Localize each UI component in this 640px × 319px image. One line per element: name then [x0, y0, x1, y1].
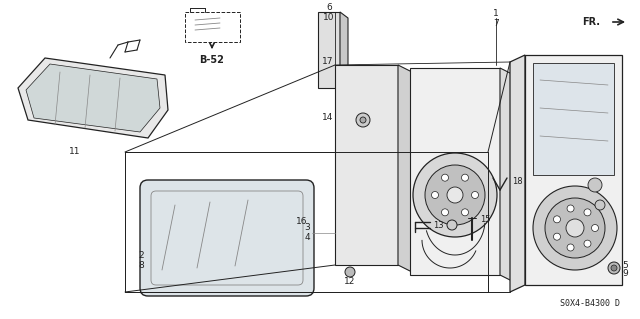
Text: 12: 12: [344, 278, 356, 286]
Text: 4: 4: [305, 234, 310, 242]
Text: 14: 14: [322, 113, 333, 122]
Polygon shape: [26, 64, 160, 132]
Bar: [185, 12, 240, 42]
Circle shape: [584, 209, 591, 216]
Text: 18: 18: [512, 177, 523, 187]
Polygon shape: [410, 68, 500, 275]
Circle shape: [413, 153, 497, 237]
Text: 15: 15: [480, 216, 490, 225]
Circle shape: [566, 219, 584, 237]
Circle shape: [345, 267, 355, 277]
Circle shape: [554, 233, 561, 240]
Circle shape: [595, 200, 605, 210]
Circle shape: [567, 244, 574, 251]
Polygon shape: [510, 55, 525, 292]
Circle shape: [591, 225, 598, 232]
Circle shape: [584, 240, 591, 247]
Polygon shape: [340, 12, 348, 94]
Polygon shape: [398, 65, 412, 272]
Text: 5: 5: [622, 261, 628, 270]
Circle shape: [356, 113, 370, 127]
Circle shape: [611, 265, 617, 271]
Text: 13: 13: [433, 220, 444, 229]
Circle shape: [554, 216, 561, 223]
Circle shape: [545, 198, 605, 258]
Text: 8: 8: [138, 261, 144, 270]
Circle shape: [567, 205, 574, 212]
Text: 6: 6: [326, 4, 332, 12]
Circle shape: [461, 209, 468, 216]
Circle shape: [533, 186, 617, 270]
Text: B-52: B-52: [200, 55, 225, 65]
Text: 11: 11: [69, 147, 81, 157]
Circle shape: [461, 174, 468, 181]
Circle shape: [608, 262, 620, 274]
Text: 10: 10: [323, 13, 335, 23]
Polygon shape: [525, 55, 622, 285]
Polygon shape: [18, 58, 168, 138]
Circle shape: [447, 187, 463, 203]
Circle shape: [360, 117, 366, 123]
Circle shape: [431, 191, 438, 198]
Text: 16: 16: [296, 218, 307, 226]
FancyBboxPatch shape: [140, 180, 314, 296]
Text: 2: 2: [138, 250, 144, 259]
Circle shape: [588, 178, 602, 192]
Polygon shape: [318, 12, 340, 88]
Circle shape: [442, 209, 449, 216]
Circle shape: [472, 191, 479, 198]
Text: 7: 7: [493, 19, 499, 27]
Circle shape: [447, 220, 457, 230]
Circle shape: [425, 165, 485, 225]
Polygon shape: [533, 63, 614, 175]
Text: 17: 17: [321, 57, 333, 66]
Text: S0X4-B4300 D: S0X4-B4300 D: [560, 299, 620, 308]
Circle shape: [442, 174, 449, 181]
Text: 9: 9: [622, 270, 628, 278]
Text: 1: 1: [493, 9, 499, 18]
Text: 3: 3: [304, 224, 310, 233]
Polygon shape: [335, 65, 398, 265]
Text: FR.: FR.: [582, 17, 600, 27]
Polygon shape: [500, 68, 514, 282]
